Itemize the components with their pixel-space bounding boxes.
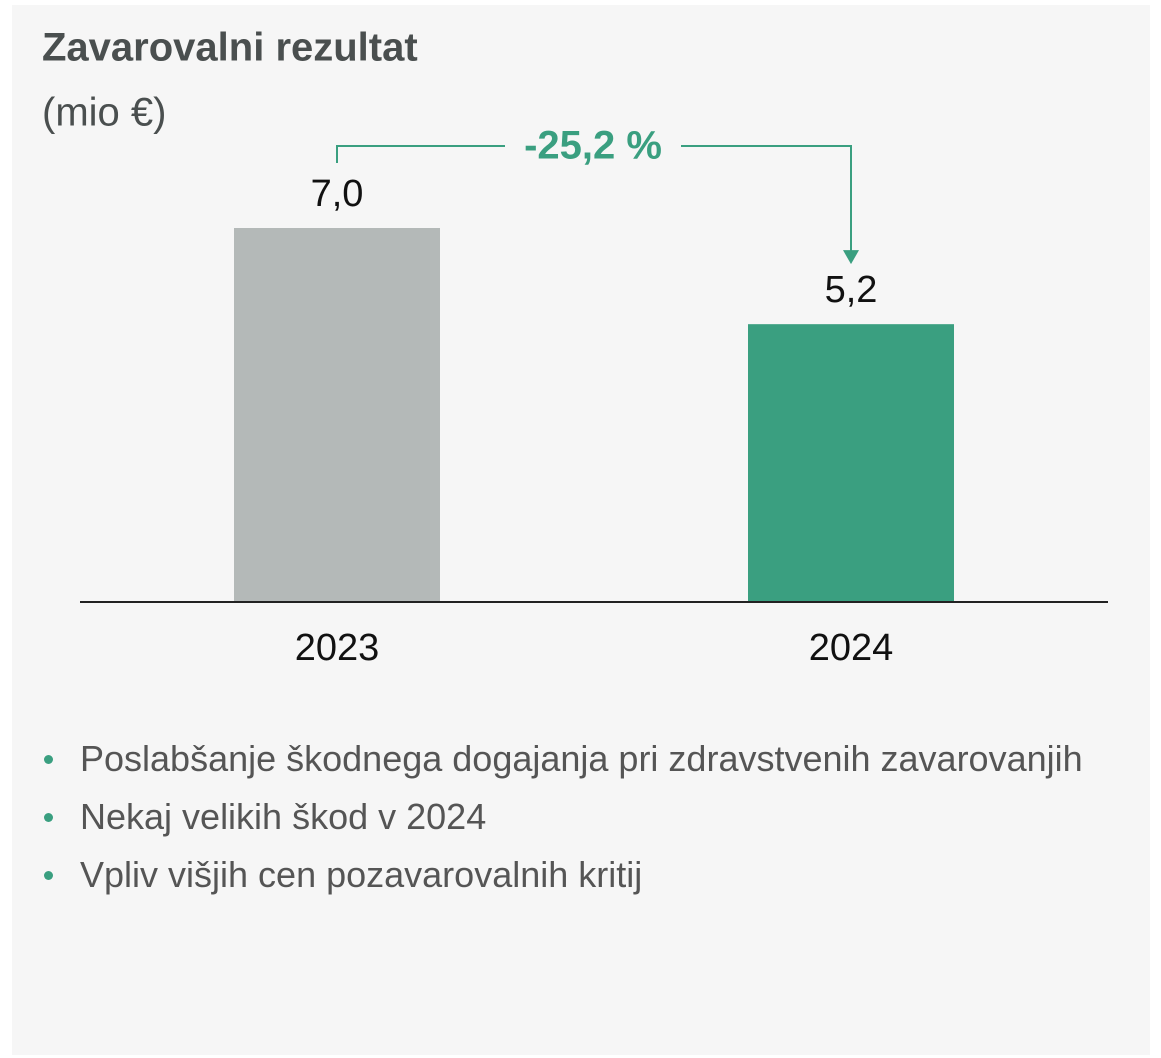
value-label: 5,2 xyxy=(825,269,878,311)
x-tick-label: 2024 xyxy=(809,627,894,669)
chart-subtitle: (mio €) xyxy=(42,91,166,135)
bullet-item: Poslabšanje škodnega dogajanja pri zdrav… xyxy=(40,730,1100,788)
panel xyxy=(12,5,1150,1055)
change-annotation: -25,2 % xyxy=(524,124,662,168)
arrow-head xyxy=(843,250,859,265)
bullet-list: Poslabšanje škodnega dogajanja pri zdrav… xyxy=(40,730,1100,904)
bar xyxy=(234,228,440,602)
bullet-item: Nekaj velikih škod v 2024 xyxy=(40,788,1100,846)
x-tick-label: 2023 xyxy=(295,627,380,669)
chart-title: Zavarovalni rezultat xyxy=(42,26,418,70)
bar xyxy=(748,324,954,602)
chart: Zavarovalni rezultat (mio €) 7,0 2023 5,2 2… xyxy=(42,26,1108,669)
annotation-bg xyxy=(505,120,681,172)
bullet-item: Vpliv višjih cen pozavarovalnih kritij xyxy=(40,846,1100,904)
value-label: 7,0 xyxy=(311,173,364,215)
